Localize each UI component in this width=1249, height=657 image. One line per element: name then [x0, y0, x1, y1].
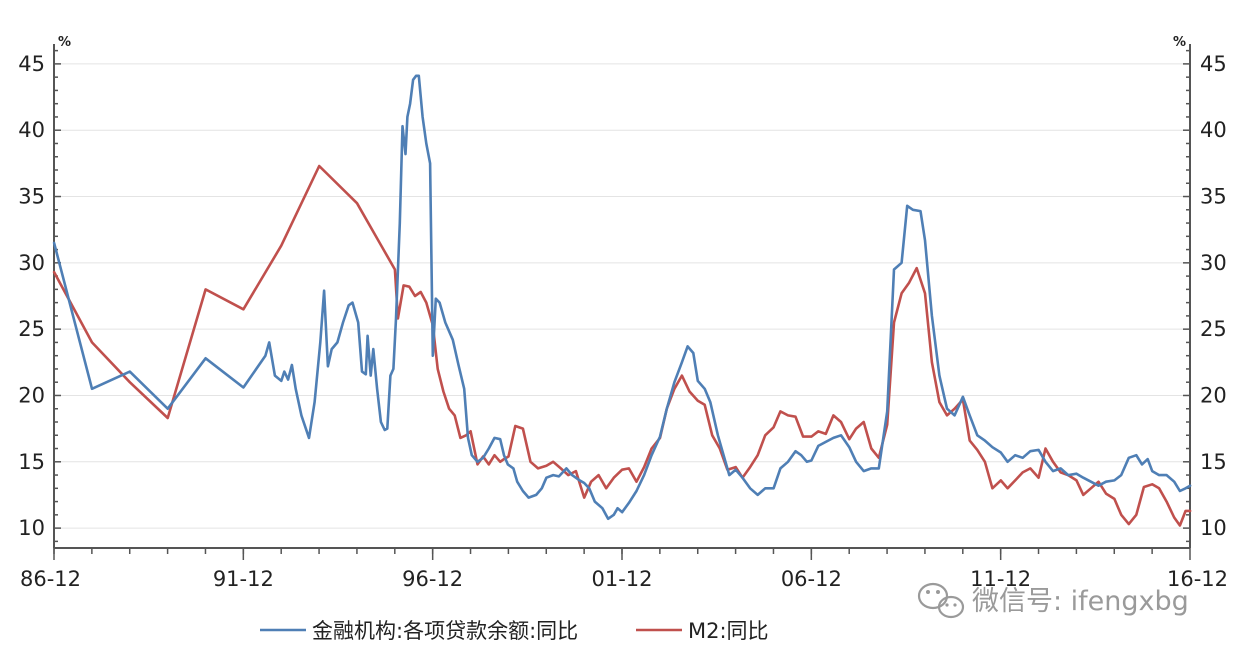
wechat-icon: [917, 582, 965, 619]
x-tick-label-6: 16-12: [1167, 567, 1228, 591]
y-tick-right-10: 10: [1200, 516, 1227, 540]
legend-label-m2: M2:同比: [688, 619, 769, 643]
y-tick-left-20: 20: [18, 383, 45, 407]
grid-lines: [54, 63, 1190, 529]
y-tick-right-30: 30: [1200, 251, 1227, 275]
y-tick-left-40: 40: [18, 118, 45, 142]
y-tick-right-15: 15: [1200, 450, 1227, 474]
legend: 金融机构:各项贷款余额:同比 M2:同比: [260, 619, 769, 643]
legend-label-loans: 金融机构:各项贷款余额:同比: [312, 619, 578, 643]
series-lines: [52, 74, 1192, 527]
y-tick-left-35: 35: [18, 185, 45, 209]
watermark-text: 微信号: ifengxbg: [972, 586, 1189, 617]
y-tick-right-25: 25: [1200, 317, 1227, 341]
y-tick-right-45: 45: [1200, 52, 1227, 76]
y-tick-left-30: 30: [18, 251, 45, 275]
x-tick-label-2: 96-12: [402, 567, 463, 591]
y-tick-left-25: 25: [18, 317, 45, 341]
x-tick-label-4: 06-12: [781, 567, 842, 591]
right-axis-unit: %: [1173, 35, 1186, 50]
series-line-1: [52, 164, 1192, 527]
x-tick-label-0: 86-12: [20, 567, 81, 591]
y-tick-left-45: 45: [18, 52, 45, 76]
x-tick-label-1: 91-12: [213, 567, 274, 591]
axes: 10 10 15 15 20 20 25 25 30 30 35 35 40 40 45 45 86-12 91-…: [18, 44, 1228, 591]
y-tick-right-20: 20: [1200, 383, 1227, 407]
y-tick-left-10: 10: [18, 516, 45, 540]
watermark: 微信号: ifengxbg: [917, 582, 1189, 619]
y-tick-right-35: 35: [1200, 185, 1227, 209]
x-tick-label-3: 01-12: [591, 567, 652, 591]
left-axis-unit: %: [58, 35, 71, 50]
series-line-0: [52, 74, 1192, 521]
y-tick-left-15: 15: [18, 450, 45, 474]
x-tick-label-5: 11-12: [970, 567, 1031, 591]
y-tick-right-40: 40: [1200, 118, 1227, 142]
